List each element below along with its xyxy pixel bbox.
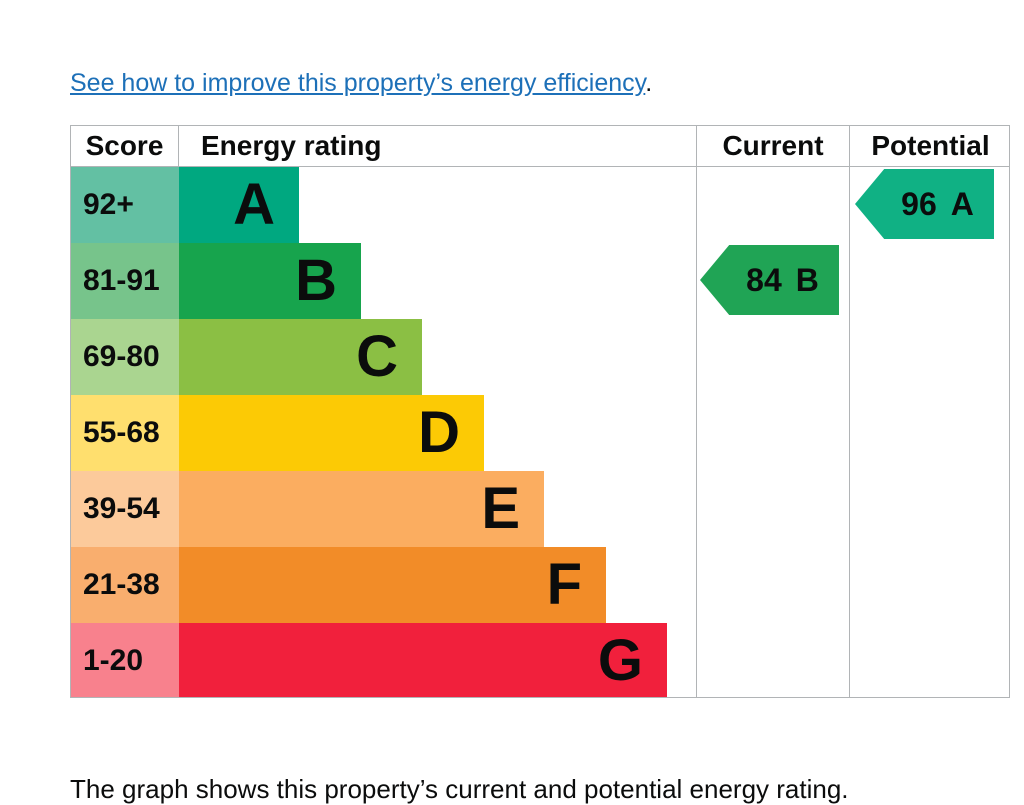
- epc-header-row: Score Energy rating Current Potential: [71, 126, 1009, 167]
- band-letter: D: [418, 400, 460, 465]
- header-current: Current: [696, 126, 849, 166]
- score-range-label: 21-38: [71, 547, 179, 623]
- score-range-label: 39-54: [71, 471, 179, 547]
- current-column-divider: [696, 166, 697, 697]
- epc-band-row-a: 92+ A: [71, 167, 1009, 243]
- potential-rating-indicator: 96 A: [855, 169, 994, 239]
- band-letter: B: [295, 248, 337, 313]
- band-letter: F: [546, 552, 582, 617]
- epc-band-row-e: 39-54 E: [71, 471, 1009, 547]
- energy-band-bar-c: C: [179, 319, 422, 395]
- score-range-label: 81-91: [71, 243, 179, 319]
- energy-band-bar-f: F: [179, 547, 606, 623]
- epc-band-row-b: 81-91 B: [71, 243, 1009, 319]
- band-letter: C: [356, 324, 398, 389]
- score-range-label: 69-80: [71, 319, 179, 395]
- epc-band-row-d: 55-68 D: [71, 395, 1009, 471]
- link-period: .: [645, 69, 653, 97]
- energy-band-bar-d: D: [179, 395, 484, 471]
- score-range-label: 55-68: [71, 395, 179, 471]
- improve-efficiency-line: See how to improve this property’s energ…: [70, 69, 652, 98]
- band-letter: A: [233, 172, 275, 237]
- current-rating-value: 84: [746, 261, 782, 298]
- epc-bands: 92+ A 81-91 B 69-80 C 55-68 D 39-54 E 21-38 F 1-20 G: [71, 167, 1009, 697]
- potential-rating-value: 96: [901, 185, 937, 222]
- energy-band-bar-b: B: [179, 243, 361, 319]
- header-score: Score: [71, 126, 179, 166]
- energy-band-bar-e: E: [179, 471, 544, 547]
- band-letter: G: [597, 628, 643, 693]
- score-range-label: 92+: [71, 167, 179, 243]
- header-potential: Potential: [849, 126, 1009, 166]
- improve-efficiency-link[interactable]: See how to improve this property’s energ…: [70, 69, 646, 97]
- potential-rating-band: A: [950, 185, 974, 222]
- epc-band-row-c: 69-80 C: [71, 319, 1009, 395]
- score-range-label: 1-20: [71, 623, 179, 697]
- energy-band-bar-a: A: [179, 167, 299, 243]
- graph-description-text: The graph shows this property’s current …: [70, 774, 849, 804]
- current-rating-band: B: [795, 261, 819, 298]
- epc-rating-chart: Score Energy rating Current Potential 92…: [70, 125, 1010, 698]
- current-rating-indicator: 84 B: [700, 245, 839, 315]
- epc-band-row-g: 1-20 G: [71, 623, 1009, 697]
- potential-column-divider: [849, 166, 850, 697]
- header-energy-rating: Energy rating: [201, 130, 382, 161]
- epc-band-row-f: 21-38 F: [71, 547, 1009, 623]
- band-letter: E: [481, 476, 520, 541]
- energy-band-bar-g: G: [179, 623, 667, 697]
